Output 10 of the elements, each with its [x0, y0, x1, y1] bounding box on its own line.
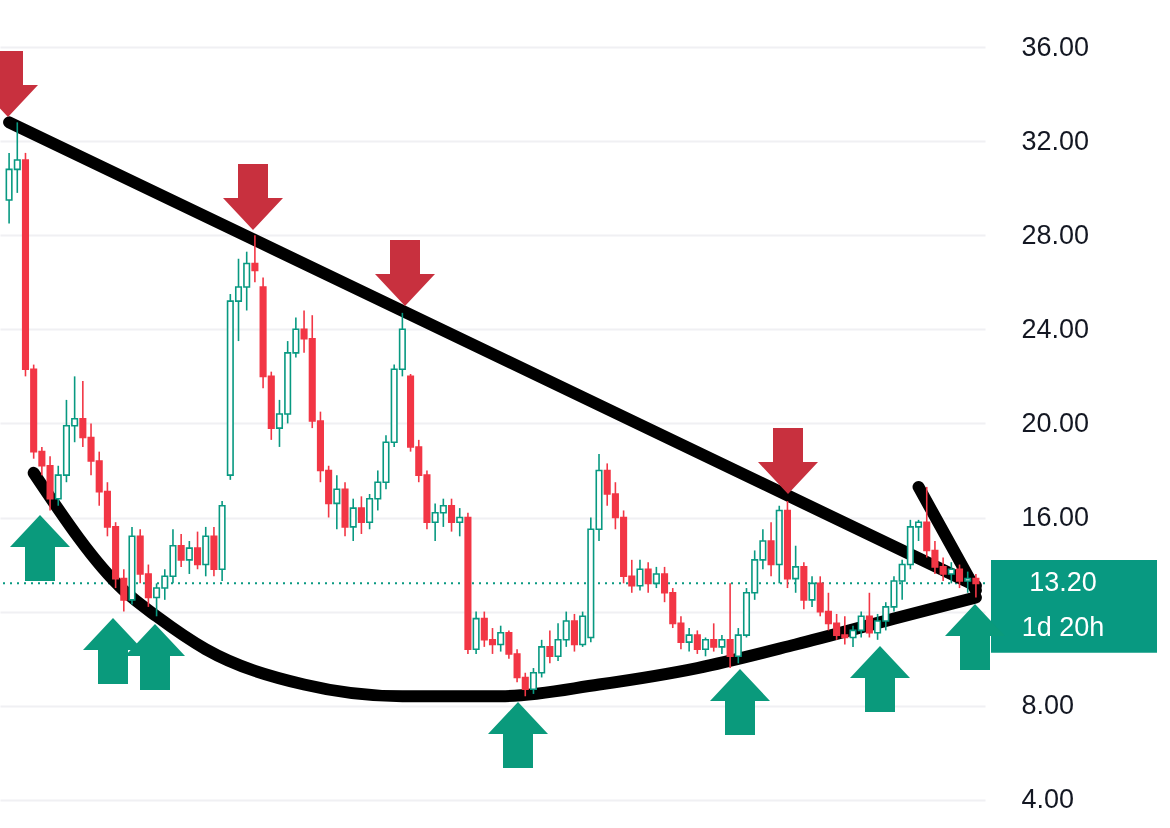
- text: 1d 20h: [1021, 612, 1105, 643]
- y-tick-label: 36.00: [1021, 31, 1090, 62]
- y-tick-label: 28.00: [1021, 219, 1090, 250]
- y-tick-label: 24.00: [1021, 313, 1090, 344]
- ref-line-label: 13.20: [1029, 567, 1097, 598]
- y-tick-label: 8.00: [1021, 690, 1075, 721]
- y-tick-label: 4.00: [1021, 784, 1075, 815]
- y-tick-label: 16.00: [1021, 502, 1090, 532]
- y-tick-label: 20.00: [1021, 407, 1090, 438]
- y-tick-label: 32.00: [1021, 125, 1090, 156]
